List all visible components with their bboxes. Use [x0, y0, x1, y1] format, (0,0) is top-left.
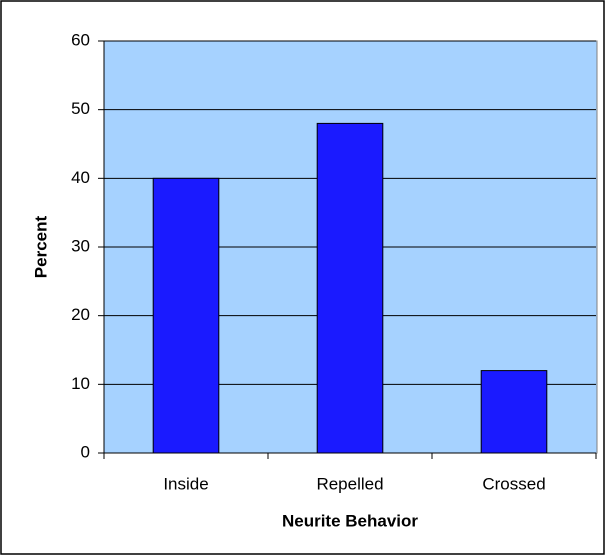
- bar: [316, 122, 384, 454]
- y-axis-title: Percent: [31, 215, 50, 278]
- x-tick-label: Repelled: [316, 474, 383, 493]
- bar: [480, 370, 548, 454]
- y-tick-label: 20: [71, 305, 90, 324]
- y-tick-label: 40: [71, 168, 90, 187]
- y-tick-label: 10: [71, 374, 90, 393]
- y-tick-label: 60: [71, 30, 90, 49]
- bar: [152, 177, 220, 454]
- x-tick-label: Inside: [163, 474, 208, 493]
- y-tick-label: 30: [71, 236, 90, 255]
- y-tick-label: 50: [71, 99, 90, 118]
- x-tick-label: Crossed: [482, 474, 545, 493]
- y-tick-label: 0: [81, 442, 90, 461]
- x-axis-title: Neurite Behavior: [282, 511, 418, 530]
